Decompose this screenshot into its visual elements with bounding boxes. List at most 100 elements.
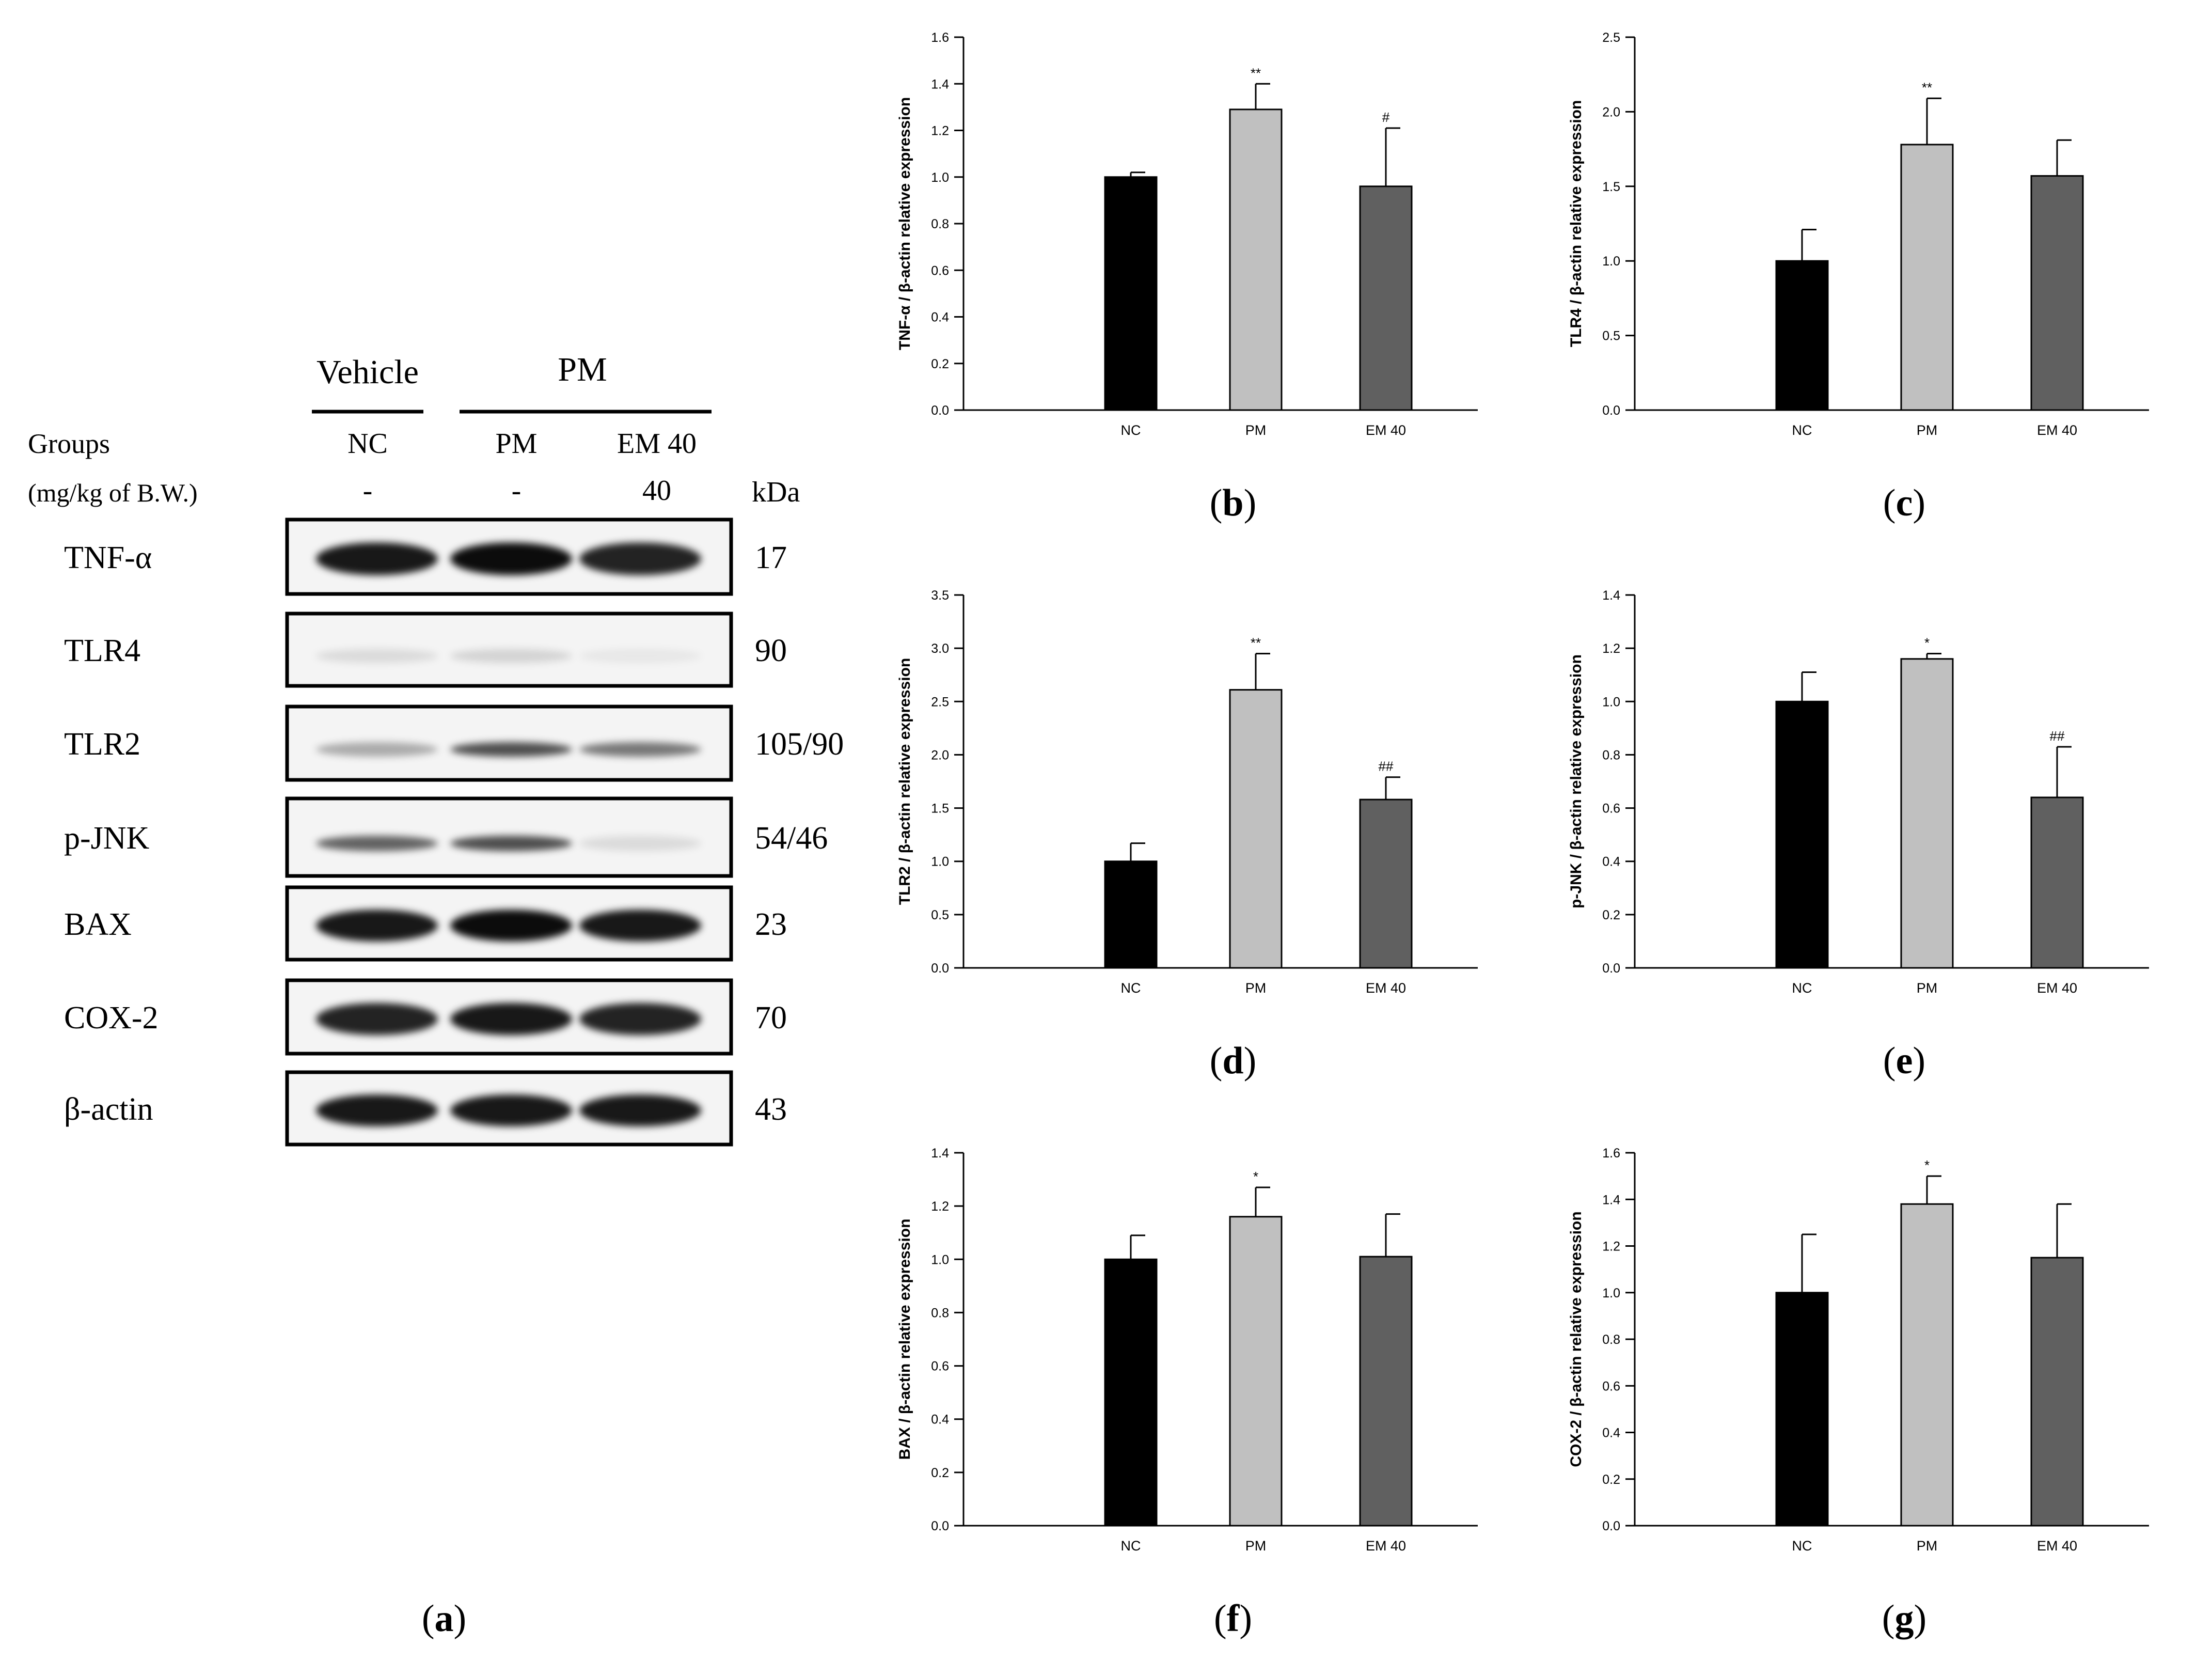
y-tick-label: 0.6: [1602, 802, 1620, 816]
x-tick-label: PM: [1245, 422, 1267, 438]
blot-row-tlr2: TLR2 105/90: [64, 704, 844, 782]
bar-nc: [1775, 1292, 1829, 1527]
bar-pm: [1900, 1203, 1954, 1527]
bar-pm: [1900, 658, 1954, 969]
x-tick-label: PM: [1917, 1538, 1938, 1554]
blot-row-bax: BAX 23: [64, 885, 787, 962]
band: [316, 649, 438, 663]
groups-label: Groups: [28, 428, 110, 459]
y-tick-label: 1.4: [931, 1146, 949, 1161]
bar-charts: 0.0 0.2 0.4 0.6 0.8 1.0 1.2 1.4 1.6 TNF-α / β-act…: [896, 30, 2149, 1554]
band: [450, 836, 572, 851]
x-tick-label: PM: [1917, 422, 1938, 438]
bar-nc: [1104, 1258, 1158, 1527]
kda-value-tlr2: 105/90: [755, 727, 844, 762]
x-tick-label: EM 40: [1366, 980, 1406, 996]
y-tick-label: 0.0: [931, 403, 949, 418]
bar-pm: [1229, 1216, 1283, 1527]
group-header-vehicle: Vehicle: [317, 353, 419, 391]
band: [579, 649, 701, 663]
y-tick-label: 3.5: [931, 588, 949, 603]
x-tick-label: EM 40: [2037, 980, 2077, 996]
panel-label-e: (e): [1883, 1040, 1925, 1082]
y-tick-label: 0.0: [931, 1519, 949, 1533]
bar-em-40: [2030, 175, 2084, 411]
significance-marker: *: [1924, 1157, 1930, 1173]
kda-value-tlr4: 90: [755, 633, 787, 668]
y-tick-label: 0.4: [931, 1413, 949, 1427]
y-tick-label: 0.5: [931, 908, 949, 922]
bar-em-40: [2030, 1257, 2084, 1527]
band: [579, 1094, 701, 1126]
y-tick-label: 1.4: [1602, 1193, 1620, 1207]
bar-em-40: [2030, 796, 2084, 969]
blot-row-p-jnk: p-JNK 54/46: [64, 796, 828, 878]
y-tick-label: 1.6: [1602, 1146, 1620, 1161]
lane-label-em-40: EM 40: [617, 428, 697, 460]
x-tick-label: NC: [1121, 980, 1141, 996]
y-tick-label: 1.0: [931, 855, 949, 869]
bar-nc: [1775, 700, 1829, 969]
kda-value-tnf: 17: [755, 540, 787, 575]
panel-label-f: (f): [1214, 1597, 1252, 1640]
significance-marker: ##: [1379, 759, 1394, 774]
y-tick-label: 0.6: [1602, 1379, 1620, 1393]
x-tick-label: NC: [1792, 422, 1812, 438]
dose-value-1: -: [363, 475, 373, 507]
panel-label-a: (a): [422, 1597, 466, 1640]
band: [450, 542, 572, 575]
bar-nc: [1775, 260, 1829, 411]
y-tick-label: 1.2: [1602, 1240, 1620, 1254]
blot-row-tnf: TNF-α 17: [64, 518, 787, 596]
chart-b: 0.0 0.2 0.4 0.6 0.8 1.0 1.2 1.4 1.6 TNF-α / β-act…: [896, 30, 1478, 438]
y-tick-label: 0.6: [931, 263, 949, 278]
protein-label-tlr2: TLR2: [64, 727, 140, 762]
protein-label-bax: BAX: [64, 907, 132, 942]
band: [579, 1002, 701, 1036]
band: [316, 910, 438, 942]
dose-value-3: 40: [642, 475, 671, 507]
y-tick-label: 1.5: [931, 802, 949, 816]
y-tick-label: 1.2: [1602, 641, 1620, 656]
kda-value-actin: 43: [755, 1092, 787, 1127]
y-tick-label: 1.2: [931, 1199, 949, 1214]
y-tick-label: 1.4: [1602, 588, 1620, 603]
band: [579, 836, 701, 851]
band: [316, 836, 438, 851]
y-tick-label: 2.0: [931, 748, 949, 762]
band: [316, 1094, 438, 1126]
blot-row-tlr4: TLR4 90: [64, 612, 787, 688]
chart-c: 0.0 0.5 1.0 1.5 2.0 2.5 TLR4 / β-actin relativ…: [1568, 30, 2149, 438]
y-axis-label: BAX / β-actin relative expression: [896, 1219, 913, 1460]
y-axis-label: TLR4 / β-actin relative expression: [1568, 100, 1585, 347]
bar-em-40: [1359, 1256, 1413, 1527]
significance-marker: ##: [2050, 728, 2065, 744]
blot-row-cox-2: COX-2 70: [64, 978, 787, 1056]
lane-labels: NC PM EM 40: [347, 428, 697, 460]
protein-label-cox-2: COX-2: [64, 1000, 159, 1036]
x-tick-label: EM 40: [2037, 1538, 2077, 1554]
kda-value-p-jnk: 54/46: [755, 821, 828, 856]
bar-nc: [1104, 176, 1158, 411]
dose-value-2: -: [512, 475, 522, 507]
bar-pm: [1900, 144, 1954, 411]
band: [450, 742, 572, 757]
y-tick-label: 2.5: [1602, 30, 1620, 45]
y-tick-label: 2.5: [931, 695, 949, 709]
y-tick-label: 1.0: [1602, 695, 1620, 709]
panel-label-b: (b): [1210, 482, 1256, 524]
y-tick-label: 1.0: [1602, 1286, 1620, 1300]
protein-label-p-jnk: p-JNK: [64, 821, 150, 856]
group-header-pm: PM: [558, 351, 607, 388]
bar-em-40: [1359, 185, 1413, 411]
y-axis-label: COX-2 / β-actin relative expression: [1568, 1211, 1585, 1467]
x-tick-label: PM: [1917, 980, 1938, 996]
y-tick-label: 1.6: [931, 30, 949, 45]
x-tick-label: NC: [1121, 422, 1141, 438]
y-tick-label: 0.2: [1602, 1472, 1620, 1487]
protein-label-tnf: TNF-α: [64, 540, 152, 575]
band: [450, 910, 572, 942]
y-axis-label: TLR2 / β-actin relative expression: [896, 658, 913, 905]
chart-g: 0.0 0.2 0.4 0.6 0.8 1.0 1.2 1.4 1.6 COX-2 / β-act…: [1568, 1146, 2149, 1554]
x-tick-label: EM 40: [1366, 1538, 1406, 1554]
